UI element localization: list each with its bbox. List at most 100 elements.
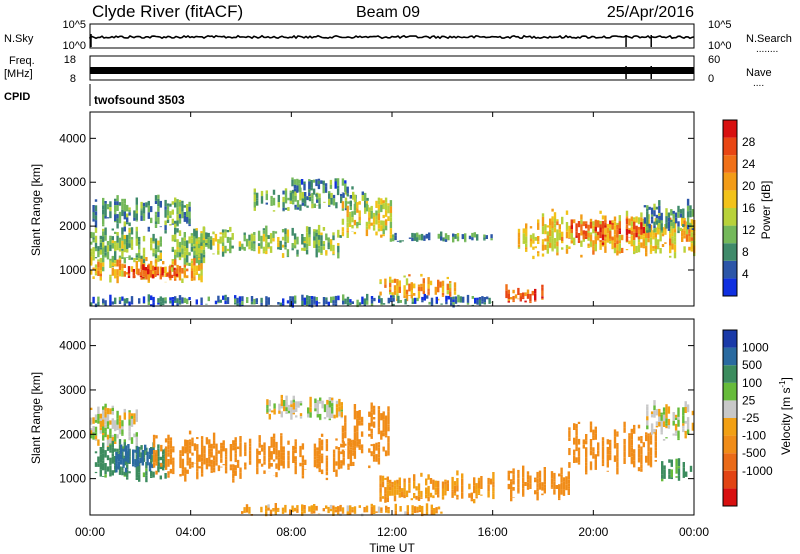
heatmap-cell <box>171 261 174 265</box>
heatmap-cell <box>126 242 129 249</box>
heatmap-cell <box>358 220 361 224</box>
heatmap-cell <box>303 237 306 241</box>
heatmap-cell <box>688 236 691 242</box>
heatmap-cell <box>317 230 321 235</box>
heatmap-cell <box>142 247 146 250</box>
heatmap-cell <box>411 232 414 238</box>
heatmap-cell <box>164 300 167 304</box>
heatmap-cell <box>380 204 383 213</box>
heatmap-cell <box>585 447 588 450</box>
heatmap-cell <box>287 197 290 201</box>
heatmap-cell <box>543 481 546 485</box>
heatmap-cell <box>534 236 537 241</box>
heatmap-cell <box>665 425 668 429</box>
heatmap-cell <box>372 408 376 415</box>
heatmap-cell <box>483 237 486 240</box>
heatmap-cell <box>375 442 378 451</box>
heatmap-cell <box>604 220 607 223</box>
heatmap-cell <box>370 412 373 419</box>
heatmap-cell <box>377 414 381 420</box>
heatmap-cell <box>673 252 677 259</box>
heatmap-cell <box>618 251 621 254</box>
heatmap-cell <box>649 447 653 456</box>
heatmap-cell <box>478 297 482 300</box>
heatmap-cell <box>265 511 268 517</box>
heatmap-cell <box>142 213 146 219</box>
heatmap-cell <box>154 259 158 264</box>
heatmap-cell <box>341 192 345 194</box>
heatmap-cell <box>340 402 343 406</box>
heatmap-cell <box>305 236 309 244</box>
heatmap-cell <box>420 283 423 287</box>
heatmap-cell <box>416 237 419 242</box>
heatmap-cell <box>301 462 305 465</box>
heatmap-cell <box>649 440 653 445</box>
heatmap-cell <box>645 459 648 463</box>
heatmap-cell <box>126 469 129 478</box>
heatmap-cell <box>266 399 269 405</box>
heatmap-cell <box>301 467 305 473</box>
heatmap-cell <box>116 410 119 419</box>
x-tick-label: 00:00 <box>75 525 105 539</box>
nave-dots: .... <box>753 78 764 89</box>
heatmap-cell <box>643 205 647 208</box>
heatmap-cell <box>275 441 278 449</box>
heatmap-cell <box>92 239 95 243</box>
heatmap-cell <box>159 242 162 247</box>
heatmap-cell <box>116 259 119 267</box>
heatmap-cell <box>102 409 105 417</box>
heatmap-cell <box>686 217 690 225</box>
heatmap-cell <box>159 226 162 228</box>
heatmap-cell <box>358 201 361 205</box>
heatmap-cell <box>341 201 345 209</box>
heatmap-cell <box>282 210 285 212</box>
heatmap-cell <box>92 205 95 213</box>
heatmap-cell <box>313 448 317 457</box>
heatmap-cell <box>652 235 655 240</box>
heatmap-cell <box>198 237 201 240</box>
heatmap-cell <box>353 210 357 215</box>
heatmap-cell <box>633 427 636 434</box>
heatmap-cell <box>485 235 488 239</box>
heatmap-cell <box>274 231 278 234</box>
heatmap-cell <box>647 462 650 466</box>
heatmap-cell <box>135 257 138 261</box>
heatmap-cell <box>142 264 145 270</box>
heatmap-cell <box>190 238 194 244</box>
heatmap-cell <box>525 247 528 250</box>
heatmap-cell <box>616 250 619 256</box>
power-heatmap <box>90 177 696 308</box>
heatmap-cell <box>308 189 311 193</box>
heatmap-cell <box>444 239 448 242</box>
heatmap-cell <box>157 217 160 224</box>
heatmap-cell <box>682 423 685 426</box>
heatmap-cell <box>138 258 141 262</box>
heatmap-cell <box>380 507 383 512</box>
heatmap-cell <box>507 470 510 475</box>
heatmap-cell <box>658 219 661 224</box>
heatmap-cell <box>382 234 385 237</box>
heatmap-cell <box>560 482 563 490</box>
heatmap-cell <box>668 474 671 479</box>
heatmap-cell <box>550 478 554 485</box>
heatmap-cell <box>346 217 349 223</box>
heatmap-cell <box>573 423 576 430</box>
heatmap-cell <box>168 273 171 279</box>
heatmap-cell <box>102 416 105 420</box>
heatmap-cell <box>332 254 335 256</box>
heatmap-cell <box>126 298 129 302</box>
heatmap-cell <box>270 195 273 200</box>
heatmap-cell <box>202 242 206 250</box>
heatmap-cell <box>440 511 443 514</box>
heatmap-cell <box>682 428 685 433</box>
heatmap-cell <box>109 445 112 448</box>
heatmap-cell <box>685 471 688 477</box>
heatmap-cell <box>661 244 665 247</box>
heatmap-cell <box>130 239 134 247</box>
heatmap-cell <box>250 296 254 302</box>
heatmap-cell <box>102 231 105 237</box>
heatmap-cell <box>616 244 619 251</box>
heatmap-cell <box>200 263 203 270</box>
heatmap-cell <box>122 448 125 452</box>
heatmap-cell <box>202 226 206 234</box>
